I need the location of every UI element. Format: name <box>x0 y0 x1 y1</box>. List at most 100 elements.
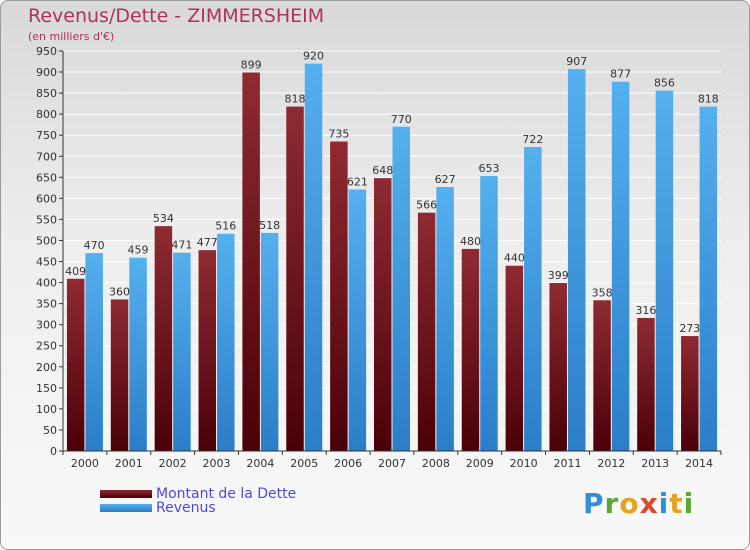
y-tick-label: 150 <box>36 382 57 395</box>
x-tick-label: 2011 <box>553 457 581 470</box>
data-label-revenue: 653 <box>478 162 499 175</box>
y-tick-label: 700 <box>36 150 57 163</box>
data-label-debt: 818 <box>285 93 306 106</box>
y-tick-label: 200 <box>36 361 57 374</box>
y-tick-label: 850 <box>36 87 57 100</box>
logo-letter: i <box>683 487 695 520</box>
data-label-revenue: 818 <box>698 93 719 106</box>
data-label-revenue: 471 <box>171 239 192 252</box>
data-labels: 409 470 360 459 534 471 477 516 899 518 818 920 735 6… <box>65 50 719 335</box>
bar-revenue <box>348 189 367 452</box>
x-tick-label: 2002 <box>159 457 187 470</box>
x-tick-label: 2006 <box>334 457 362 470</box>
data-label-debt: 273 <box>679 322 700 335</box>
gridlines <box>63 50 721 431</box>
x-tick-label: 2001 <box>115 457 143 470</box>
logo-letter: o <box>619 487 640 520</box>
data-label-debt: 566 <box>416 199 437 212</box>
data-label-revenue: 518 <box>259 219 280 232</box>
data-label-debt: 480 <box>460 235 481 248</box>
x-tick-label: 2012 <box>597 457 625 470</box>
y-tick-label: 650 <box>36 171 57 184</box>
x-tick-label: 2013 <box>641 457 669 470</box>
legend-label-debt: Montant de la Dette <box>156 486 297 502</box>
legend-swatch-debt <box>100 490 152 498</box>
y-tick-label: 300 <box>36 319 57 332</box>
data-label-revenue: 627 <box>435 173 456 186</box>
bar-debt <box>330 141 348 452</box>
x-tick-label: 2003 <box>203 457 231 470</box>
data-label-revenue: 470 <box>84 239 105 252</box>
bar-debt <box>374 178 392 451</box>
bar-debt <box>505 265 524 451</box>
data-label-debt: 316 <box>635 304 656 317</box>
logo-letter: P <box>583 487 605 520</box>
y-tick-label: 450 <box>36 256 57 269</box>
bar-revenue <box>436 187 454 451</box>
bar-revenue <box>611 81 630 451</box>
x-tick-label: 2010 <box>510 457 538 470</box>
bar-revenue <box>699 106 718 451</box>
data-label-revenue: 920 <box>303 50 324 63</box>
bar-debt <box>593 300 611 451</box>
data-label-revenue: 459 <box>128 244 149 257</box>
logo-letter: r <box>604 487 620 520</box>
bar-debt <box>549 283 567 451</box>
x-tick-label: 2008 <box>422 457 450 470</box>
y-tick-label: 900 <box>36 66 57 79</box>
x-tick-label: 2005 <box>290 457 318 470</box>
x-tick-label: 2000 <box>71 457 99 470</box>
y-tick-label: 0 <box>50 445 57 458</box>
bar-debt <box>286 106 304 451</box>
bar-debt <box>198 250 217 451</box>
x-tick-label: 2007 <box>378 457 406 470</box>
chart-title: Revenus/Dette - ZIMMERSHEIM <box>28 5 325 27</box>
bar-revenue <box>392 126 410 451</box>
data-label-debt: 735 <box>328 128 349 141</box>
bar-debt <box>242 72 260 451</box>
data-label-revenue: 722 <box>522 133 543 146</box>
bar-revenue <box>217 233 235 451</box>
data-label-debt: 360 <box>109 285 130 298</box>
data-label-revenue: 907 <box>566 55 587 68</box>
data-label-debt: 409 <box>65 265 86 278</box>
logo-letter: x <box>639 487 659 520</box>
y-tick-label: 250 <box>36 340 57 353</box>
legend-swatch-revenue <box>100 504 152 512</box>
logo-letter: t <box>669 487 684 520</box>
y-tick-label: 350 <box>36 298 57 311</box>
y-tick-label: 100 <box>36 403 57 416</box>
data-label-revenue: 770 <box>391 113 412 126</box>
legend-label-revenue: Revenus <box>156 500 216 516</box>
proxiti-logo: Proxiti <box>583 487 694 520</box>
bar-revenue <box>304 63 323 451</box>
bar-debt <box>154 226 173 451</box>
bars <box>66 63 718 452</box>
bar-revenue <box>260 232 279 451</box>
data-label-debt: 440 <box>504 252 525 265</box>
bar-revenue <box>85 253 103 451</box>
y-tick-label: 600 <box>36 192 57 205</box>
bar-debt <box>110 299 129 451</box>
chart-subtitle: (en milliers d'€) <box>28 30 115 43</box>
bar-revenue <box>173 252 191 451</box>
y-tick-label: 950 <box>36 45 57 58</box>
bar-debt <box>461 248 480 451</box>
y-tick-label: 500 <box>36 234 57 247</box>
data-label-debt: 899 <box>241 58 262 71</box>
y-tick-label: 400 <box>36 277 57 290</box>
bar-revenue <box>524 147 542 451</box>
data-label-debt: 534 <box>153 212 174 225</box>
y-tick-label: 50 <box>43 424 57 437</box>
bar-debt <box>417 212 436 451</box>
logo-letter: i <box>658 487 670 520</box>
data-label-revenue: 516 <box>215 220 236 233</box>
data-label-revenue: 877 <box>610 68 631 81</box>
bar-revenue <box>480 176 498 452</box>
y-tick-label: 550 <box>36 213 57 226</box>
bar-revenue <box>129 257 147 451</box>
data-label-revenue: 621 <box>347 176 368 189</box>
data-label-debt: 648 <box>372 164 393 177</box>
